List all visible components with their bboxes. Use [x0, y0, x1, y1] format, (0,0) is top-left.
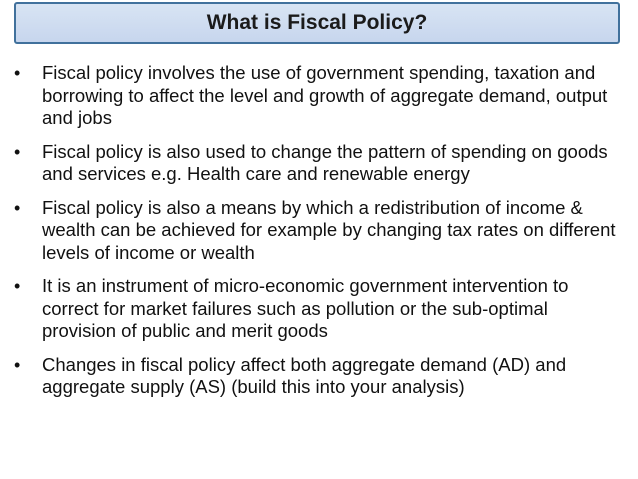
bullet-item: • Fiscal policy is also a means by which… [12, 197, 624, 265]
bullet-text: Changes in fiscal policy affect both agg… [42, 353, 567, 398]
bullet-item: • Fiscal policy is also used to change t… [12, 141, 624, 186]
slide-title: What is Fiscal Policy? [206, 11, 428, 34]
bullet-text: Fiscal policy is also a means by which a… [42, 196, 616, 263]
bullet-dot-icon: • [14, 141, 21, 162]
bullet-dot-icon: • [14, 63, 21, 83]
bullet-item: • It is an instrument of micro-economic … [12, 275, 624, 343]
bullet-dot-icon: • [14, 197, 21, 218]
bullet-item: • Fiscal policy involves the use of gove… [12, 62, 624, 130]
bullet-dot-icon: • [14, 354, 21, 375]
bullet-list: • Fiscal policy involves the use of gove… [12, 62, 624, 410]
bullet-text: Fiscal policy is also used to change the… [42, 140, 608, 185]
bullet-text: It is an instrument of micro-economic go… [42, 275, 569, 341]
bullet-text: Fiscal policy involves the use of govern… [42, 62, 608, 128]
bullet-item: • Changes in fiscal policy affect both a… [12, 354, 624, 399]
title-banner: What is Fiscal Policy? [14, 2, 620, 44]
bullet-dot-icon: • [14, 276, 21, 296]
